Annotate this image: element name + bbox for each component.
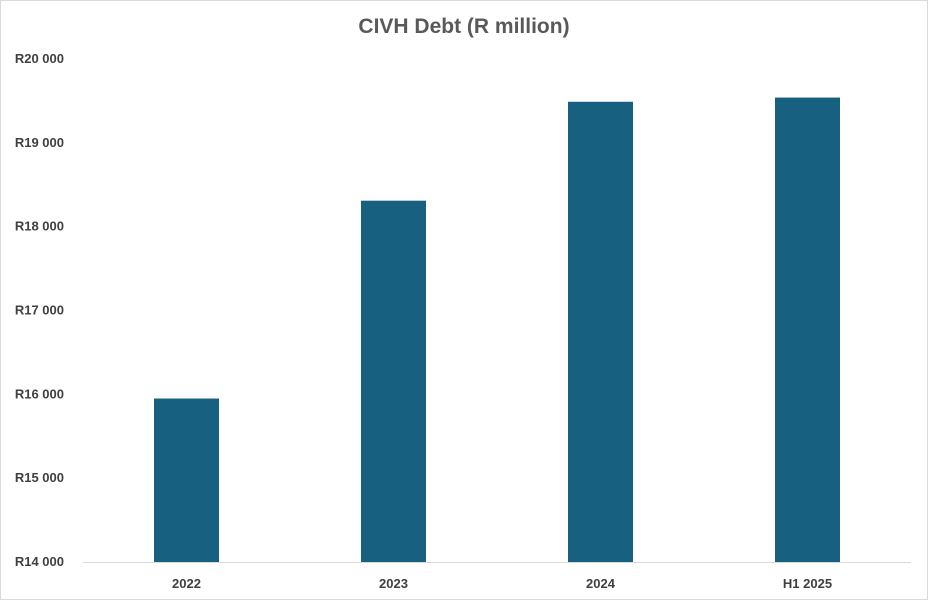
bar-h1-2025 [775, 97, 840, 563]
chart-title: CIVH Debt (R million) [358, 15, 570, 38]
y-tick-label: R17 000 [15, 303, 64, 318]
y-tick-label: R20 000 [15, 51, 64, 66]
x-tick-label: H1 2025 [783, 576, 832, 591]
y-tick-label: R16 000 [15, 386, 64, 401]
y-tick-label: R15 000 [15, 470, 64, 485]
x-tick-label: 2024 [586, 576, 616, 591]
x-tick-label: 2022 [172, 576, 201, 591]
y-tick-label: R19 000 [15, 135, 64, 150]
bar-2022 [154, 398, 219, 562]
x-axis-labels: 2022 2023 2024 H1 2025 [172, 576, 832, 591]
y-axis-ticks: R14 000 R15 000 R16 000 R17 000 R18 000 R19 0… [15, 51, 64, 569]
bar-2023 [361, 200, 426, 562]
bar-2024 [568, 101, 633, 562]
y-tick-label: R18 000 [15, 219, 64, 234]
y-tick-label: R14 000 [15, 554, 64, 569]
bars-group [154, 97, 840, 563]
x-tick-label: 2023 [379, 576, 408, 591]
